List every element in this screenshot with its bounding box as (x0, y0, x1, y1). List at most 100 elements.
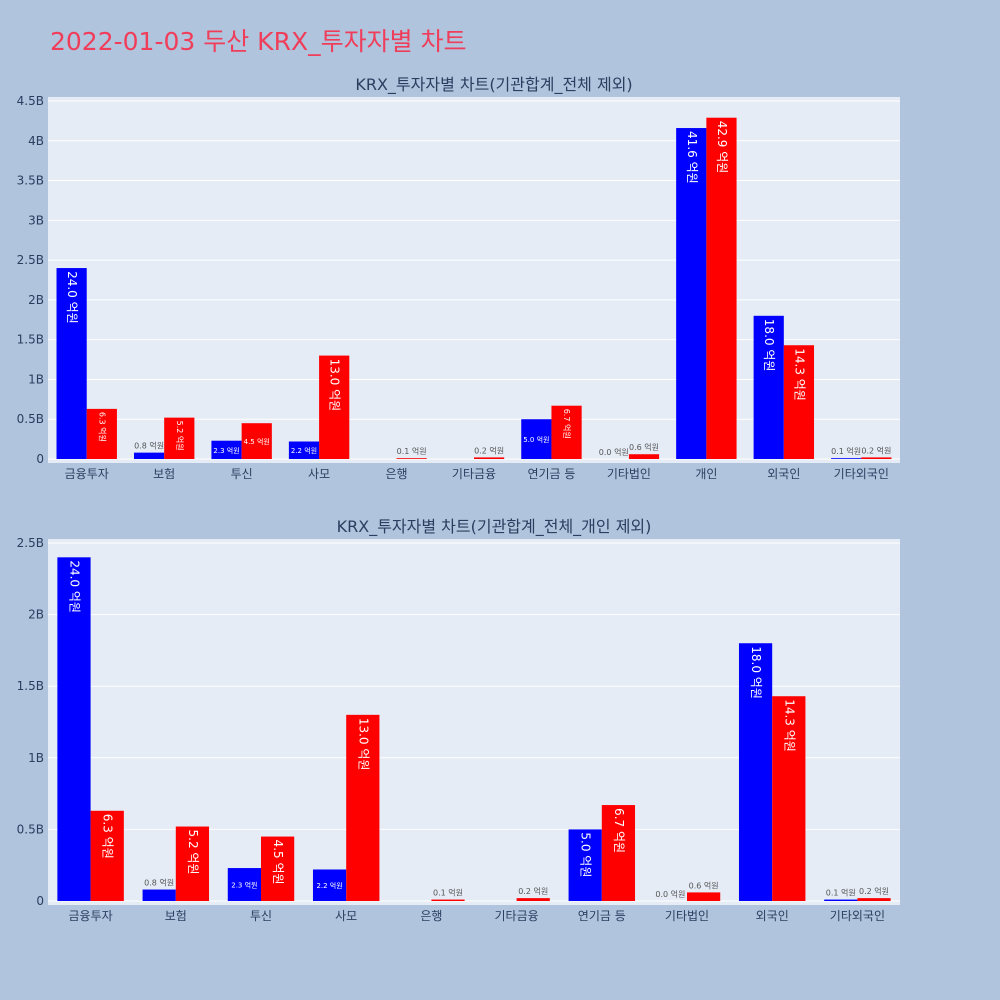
bar-red-0 (90, 810, 124, 901)
bar-data-label: 18.0 억원 (762, 319, 776, 372)
y-tick-label: 1.5B (17, 333, 44, 347)
bar-data-label: 0.1 억원 (397, 446, 427, 456)
bar-red-2 (241, 423, 272, 459)
x-tick-label: 외국인 (756, 909, 789, 923)
bar-data-label: 2.3 억원 (231, 881, 257, 890)
bar-red-1 (175, 826, 210, 901)
bar-data-label: 5.0 억원 (523, 435, 549, 444)
bar-red-0 (86, 408, 117, 459)
bar-red-8 (706, 117, 737, 459)
bar-data-label: 5.2 억원 (186, 830, 200, 875)
bar-blue-3 (312, 869, 347, 901)
bar-data-label: 0.2 억원 (518, 886, 548, 896)
y-tick-label: 3.5B (17, 174, 44, 188)
bar-data-label: 4.5 억원 (271, 840, 285, 885)
bar-data-label: 0.6 억원 (629, 442, 659, 452)
bar-red-1 (164, 417, 195, 459)
bar-data-label: 0.6 억원 (689, 880, 719, 890)
bar-data-label: 0.1 억원 (826, 888, 856, 898)
y-tick-label: 3B (28, 213, 44, 227)
bar-blue-0 (56, 268, 87, 459)
y-tick-label: 1.5B (17, 679, 44, 693)
bar-data-label: 5.2 억원 (175, 421, 185, 451)
y-tick-label: 4B (28, 134, 44, 148)
x-tick-label: 보험 (153, 467, 175, 481)
y-tick-label: 0 (36, 452, 44, 466)
bar-blue-2 (227, 868, 261, 901)
bar-red-4 (431, 899, 465, 901)
bar-data-label: 2.2 억원 (316, 881, 342, 890)
x-tick-label: 기타외국인 (830, 909, 885, 923)
bar-data-label: 0.2 억원 (474, 445, 504, 455)
x-tick-label: 투신 (231, 467, 253, 481)
bar-data-label: 4.5 억원 (244, 437, 270, 446)
x-tick-label: 기타금융 (452, 467, 496, 481)
bar-red-5 (516, 898, 550, 901)
x-tick-label: 기타금융 (495, 909, 539, 923)
bar-data-label: 13.0 억원 (356, 718, 370, 771)
bar-data-label: 0.1 억원 (831, 446, 861, 456)
bar-blue-1 (133, 452, 165, 459)
x-tick-label: 외국인 (767, 467, 800, 481)
bar-data-label: 0.8 억원 (144, 878, 174, 888)
bar-data-label: 6.3 억원 (97, 412, 107, 442)
bar-blue-2 (211, 440, 242, 459)
bar-red-2 (261, 836, 295, 901)
y-tick-label: 2.5B (17, 253, 44, 267)
y-tick-label: 2B (28, 608, 44, 622)
bar-data-label: 2.3 억원 (213, 446, 239, 455)
bar-red-5 (474, 457, 505, 459)
bar-data-label: 0.1 억원 (433, 888, 463, 898)
y-tick-label: 2.5B (17, 536, 44, 550)
bar-data-label: 0.0 억원 (655, 889, 685, 899)
x-tick-label: 기타법인 (665, 909, 709, 923)
bar-data-label: 6.7 억원 (562, 409, 572, 439)
x-tick-label: 사모 (308, 467, 330, 481)
bar-data-label: 6.7 억원 (612, 808, 626, 853)
bar-red-10 (861, 457, 892, 459)
bar-red-4 (396, 458, 427, 459)
bar-data-label: 5.0 억원 (579, 832, 593, 877)
y-tick-label: 4.5B (17, 94, 44, 108)
x-tick-label: 연기금 등 (578, 909, 626, 923)
bar-red-9 (857, 898, 891, 901)
bar-blue-6 (521, 419, 552, 459)
bar-red-3 (319, 355, 350, 459)
chart-institution-individual-excluded: KRX_투자자별 차트(기관합계_전체_개인 제외) 0 0.5B 1B 1.5B 2B 2… (17, 517, 900, 923)
bar-data-label: 2.2 억원 (291, 446, 317, 455)
bar-blue-10 (831, 458, 862, 459)
chart-title: KRX_투자자별 차트(기관합계_전체 제외) (355, 75, 632, 95)
bar-red-8 (772, 696, 806, 901)
y-tick-label: 0.5B (17, 822, 44, 836)
bar-blue-3 (288, 441, 320, 459)
bar-data-label: 41.6 억원 (685, 131, 699, 184)
bar-red-3 (346, 714, 380, 901)
chart-title: KRX_투자자별 차트(기관합계_전체_개인 제외) (337, 517, 652, 537)
bar-data-label: 18.0 억원 (749, 646, 763, 699)
bar-blue-8 (676, 128, 707, 459)
bar-data-label: 0.2 억원 (859, 886, 889, 896)
x-tick-label: 은행 (420, 908, 442, 923)
bar-data-label: 6.3 억원 (101, 814, 115, 859)
x-tick-label: 투신 (250, 909, 272, 923)
bar-data-label: 14.3 억원 (792, 348, 806, 401)
bar-data-label: 42.9 억원 (715, 121, 729, 174)
bar-data-label: 0.2 억원 (861, 445, 891, 455)
bar-blue-6 (568, 829, 602, 901)
bar-blue-8 (738, 643, 773, 901)
bar-data-label: 13.0 억원 (328, 359, 342, 412)
bar-blue-1 (142, 889, 176, 901)
y-tick-label: 2B (28, 293, 44, 307)
x-tick-label: 금융투자 (65, 467, 109, 481)
bar-data-label: 24.0 억원 (65, 271, 79, 324)
y-tick-label: 0.5B (17, 412, 44, 426)
bar-red-6 (551, 405, 582, 459)
x-tick-label: 기타외국인 (834, 467, 889, 481)
x-tick-label: 사모 (335, 909, 357, 923)
x-tick-label: 금융투자 (69, 909, 113, 923)
y-tick-label: 1B (28, 372, 44, 386)
y-tick-label: 0 (36, 894, 44, 908)
x-tick-label: 보험 (165, 909, 187, 923)
x-tick-label: 은행 (385, 466, 407, 481)
bar-red-6 (601, 805, 636, 901)
